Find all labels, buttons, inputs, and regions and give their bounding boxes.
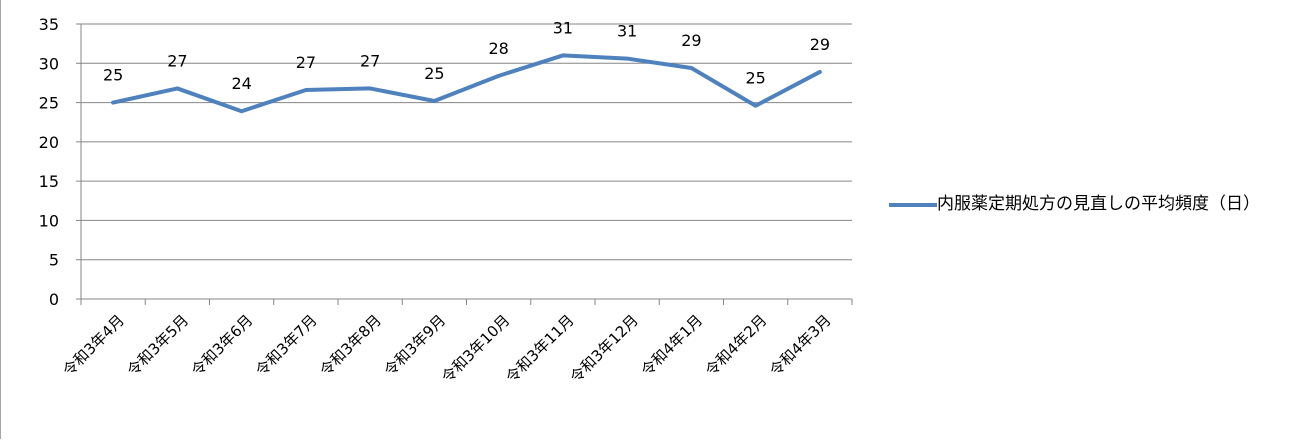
data-label: 27 (360, 51, 380, 70)
data-label: 31 (553, 18, 573, 37)
data-label: 25 (424, 64, 444, 83)
y-tick-label: 35 (39, 15, 59, 34)
data-label: 27 (296, 53, 316, 72)
y-tick-label: 15 (39, 172, 59, 191)
x-tick-label: 令和3年4月 (59, 311, 128, 380)
y-tick-label: 20 (39, 133, 59, 152)
data-label: 28 (488, 39, 508, 58)
legend-label: 内服薬定期処方の見直しの平均頻度（日） (937, 190, 1316, 218)
data-label: 27 (167, 51, 187, 70)
data-label: 29 (681, 31, 701, 50)
x-tick-labels: 令和3年4月令和3年5月令和3年6月令和3年7月令和3年8月令和3年9月令和3年… (59, 311, 834, 386)
data-label: 24 (231, 74, 251, 93)
legend-swatch (889, 203, 937, 207)
gridlines (81, 24, 852, 260)
y-tick-label: 0 (49, 290, 59, 309)
x-tick-label: 令和3年6月 (188, 311, 257, 380)
x-tick-label: 令和4年1月 (638, 311, 707, 380)
y-tick-label: 30 (39, 54, 59, 73)
axes (76, 24, 852, 305)
x-tick-label: 令和3年8月 (316, 311, 385, 380)
x-tick-label: 令和3年10月 (438, 311, 513, 386)
x-tick-label: 令和4年2月 (702, 311, 771, 380)
data-labels: 25 27 24 27 27 25 28 31 31 29 25 29 (103, 18, 830, 93)
data-label: 25 (103, 66, 123, 85)
data-label: 25 (745, 69, 765, 88)
data-label: 31 (617, 22, 637, 41)
x-tick-label: 令和3年11月 (502, 311, 577, 386)
y-tick-labels: 0 5 10 15 20 25 30 35 (39, 15, 59, 309)
x-tick-label: 令和3年7月 (252, 311, 321, 380)
y-tick-label: 25 (39, 94, 59, 113)
data-label: 29 (810, 35, 830, 54)
x-tick-label: 令和3年5月 (124, 311, 193, 380)
x-tick-label: 令和4年3月 (766, 311, 835, 380)
x-tick-label: 令和3年9月 (381, 311, 450, 380)
x-tick-label: 令和3年12月 (567, 311, 642, 386)
y-tick-label: 10 (39, 211, 59, 230)
y-tick-label: 5 (49, 251, 59, 270)
